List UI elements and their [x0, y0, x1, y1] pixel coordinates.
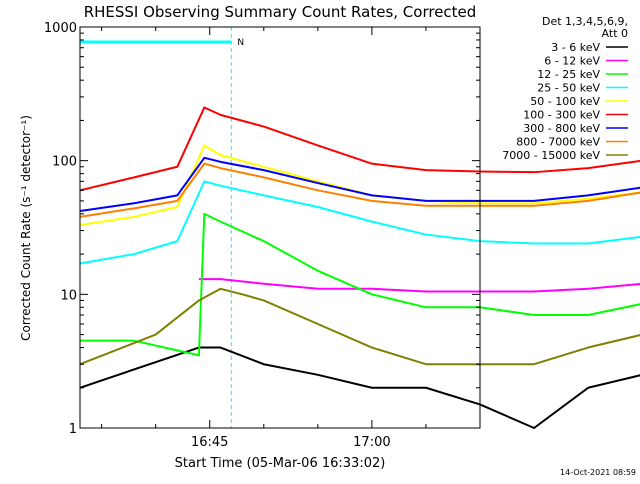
series-line — [79, 162, 640, 218]
annotation-label: N — [237, 38, 244, 48]
y-tick-label: 10 — [60, 288, 77, 303]
legend-entry-label: 25 - 50 keV — [537, 82, 600, 95]
footer-timestamp: 14-Oct-2021 08:59 — [560, 468, 636, 477]
legend-entry-label: 3 - 6 keV — [551, 41, 600, 54]
series-line — [80, 212, 640, 357]
legend-entry-label: 6 - 12 keV — [544, 55, 600, 68]
series-line — [79, 287, 640, 366]
legend-entry-label: 300 - 800 keV — [523, 122, 600, 135]
plot-frame — [79, 26, 481, 429]
series-line — [79, 106, 640, 192]
series-line — [79, 346, 640, 429]
legend-entry-label: 7000 - 15000 keV — [502, 149, 600, 162]
x-tick-label: 16:45 — [191, 435, 228, 450]
plot-area: N 1 10 100 1000 16:45 17:00 — [44, 21, 640, 450]
x-axis-label: Start Time (05-Mar-06 16:33:02) — [175, 456, 386, 471]
series-line — [198, 278, 640, 293]
x-tick-label: 17:00 — [353, 435, 390, 450]
legend-entry-label: 800 - 7000 keV — [516, 136, 600, 149]
legend-header: Det 1,3,4,5,6,9, — [542, 15, 628, 28]
legend-entry-label: 50 - 100 keV — [530, 95, 600, 108]
legend-entry-label: 12 - 25 keV — [537, 68, 600, 81]
y-tick-label: 1 — [69, 422, 77, 437]
chart-title: RHESSI Observing Summary Count Rates, Co… — [84, 3, 477, 21]
y-tick-label: 1000 — [44, 21, 77, 36]
series-line — [79, 180, 640, 265]
legend-header: Att 0 — [602, 27, 628, 40]
y-axis-label: Corrected Count Rate (s⁻¹ detector⁻¹) — [19, 115, 33, 341]
y-tick-label: 100 — [52, 155, 77, 170]
legend-entry-label: 100 - 300 keV — [523, 109, 600, 122]
series-line — [79, 156, 640, 213]
